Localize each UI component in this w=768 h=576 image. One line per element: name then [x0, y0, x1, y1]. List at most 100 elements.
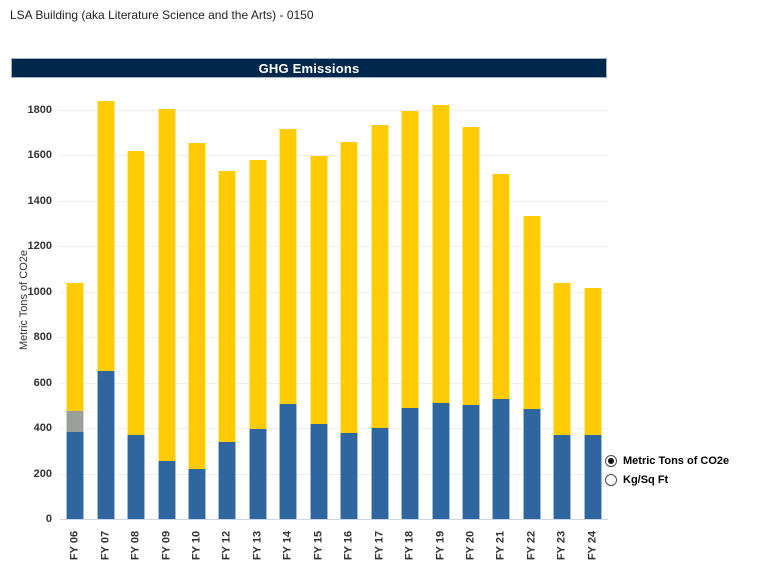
y-tick-label: 200	[33, 467, 52, 480]
bar-fy-16	[340, 141, 359, 519]
radio-option-metric-tons[interactable]: Metric Tons of CO2e	[605, 453, 729, 468]
radio-label[interactable]: Kg/Sq Ft	[623, 473, 669, 486]
yellow-segment[interactable]	[248, 159, 267, 430]
yellow-segment[interactable]	[157, 108, 176, 462]
radio-label[interactable]: Metric Tons of CO2e	[623, 454, 730, 467]
bar-fy-23	[553, 282, 572, 519]
radio-icon[interactable]	[605, 454, 617, 467]
blue-segment[interactable]	[522, 408, 541, 519]
bar-fy-19	[431, 105, 450, 519]
blue-segment[interactable]	[96, 371, 115, 519]
blue-segment[interactable]	[279, 404, 298, 519]
y-tick-label: 400	[33, 422, 52, 435]
yellow-segment[interactable]	[127, 150, 146, 435]
bar-fy-08	[127, 150, 146, 519]
radio-icon[interactable]	[605, 473, 617, 486]
x-axis-label: FY 18	[403, 530, 416, 561]
gridline	[60, 291, 608, 293]
blue-segment[interactable]	[431, 403, 450, 519]
blue-segment[interactable]	[401, 407, 420, 519]
x-axis-label: FY 13	[251, 530, 264, 561]
bar-fy-06	[66, 282, 85, 519]
blue-segment[interactable]	[462, 405, 480, 519]
yellow-segment[interactable]	[188, 142, 206, 469]
blue-segment[interactable]	[248, 429, 267, 519]
x-axis-label: FY 22	[525, 530, 538, 561]
yellow-segment[interactable]	[66, 282, 85, 412]
x-axis-label: FY 07	[99, 530, 112, 561]
bar-fy-09	[157, 108, 176, 519]
bar-fy-20	[462, 127, 480, 519]
blue-segment[interactable]	[157, 461, 176, 519]
gridline	[60, 473, 608, 475]
x-axis-label: FY 06	[68, 530, 81, 561]
bar-fy-13	[248, 159, 267, 519]
yellow-segment[interactable]	[218, 171, 237, 442]
x-axis-label: FY 09	[160, 530, 173, 561]
bar-fy-22	[522, 215, 541, 519]
blue-segment[interactable]	[340, 433, 359, 519]
x-axis-label: FY 08	[129, 530, 142, 561]
yellow-segment[interactable]	[522, 215, 541, 409]
y-tick-label: 1400	[27, 194, 52, 207]
gridline	[60, 337, 608, 339]
bar-fy-07	[96, 100, 115, 519]
gray-segment[interactable]	[66, 411, 85, 432]
yellow-segment[interactable]	[431, 105, 450, 404]
blue-segment[interactable]	[66, 431, 85, 519]
x-axis-label: FY 21	[494, 530, 507, 561]
y-tick-label: 1000	[27, 285, 52, 298]
gridline	[60, 382, 608, 384]
y-tick-label: 0	[45, 513, 52, 525]
bar-fy-21	[492, 173, 511, 519]
gridline	[60, 110, 608, 111]
yellow-segment[interactable]	[492, 173, 511, 399]
y-tick-label: 1200	[27, 240, 52, 253]
yellow-segment[interactable]	[553, 282, 572, 435]
unit-toggle-legend: Metric Tons of CO2e Kg/Sq Ft	[605, 453, 729, 487]
blue-segment[interactable]	[218, 441, 237, 519]
building-title: LSA Building (aka Literature Science and…	[10, 8, 314, 22]
gridline	[60, 155, 608, 157]
bar-fy-15	[309, 155, 328, 519]
yellow-segment[interactable]	[401, 111, 420, 408]
blue-segment[interactable]	[553, 434, 572, 519]
yellow-segment[interactable]	[370, 124, 389, 429]
blue-segment[interactable]	[188, 469, 206, 519]
x-axis-label: FY 23	[555, 530, 568, 561]
yellow-segment[interactable]	[340, 141, 359, 434]
blue-segment[interactable]	[492, 398, 511, 519]
bar-fy-10	[188, 142, 206, 519]
y-tick-label: 1800	[27, 104, 52, 116]
bar-fy-24	[583, 288, 602, 519]
x-axis-label: FY 17	[373, 530, 386, 561]
x-axis-label: FY 12	[220, 530, 233, 561]
x-axis-label: FY 24	[586, 530, 599, 561]
bar-fy-14	[279, 129, 298, 519]
y-tick-label: 1600	[27, 149, 52, 162]
bar-fy-18	[401, 111, 420, 519]
bar-fy-17	[370, 124, 389, 519]
yellow-segment[interactable]	[279, 129, 298, 405]
x-axis-label: FY 10	[190, 530, 203, 561]
x-axis-label: FY 14	[281, 530, 294, 561]
blue-segment[interactable]	[370, 428, 389, 519]
chart-header-bar: GHG Emissions	[11, 58, 607, 78]
yellow-segment[interactable]	[583, 288, 602, 435]
blue-segment[interactable]	[309, 423, 328, 519]
yellow-segment[interactable]	[96, 100, 115, 372]
yellow-segment[interactable]	[309, 155, 328, 424]
blue-segment[interactable]	[583, 434, 602, 519]
chart-title: GHG Emissions	[258, 60, 360, 76]
x-axis-label: FY 15	[312, 530, 325, 561]
x-axis-label: FY 19	[434, 530, 447, 561]
radio-option-kg-sq-ft[interactable]: Kg/Sq Ft	[605, 472, 729, 487]
x-axis-line	[60, 519, 608, 520]
gridline	[60, 200, 608, 202]
bar-fy-12	[218, 171, 237, 519]
blue-segment[interactable]	[127, 434, 146, 519]
y-tick-label: 600	[33, 376, 52, 389]
yellow-segment[interactable]	[462, 127, 480, 406]
